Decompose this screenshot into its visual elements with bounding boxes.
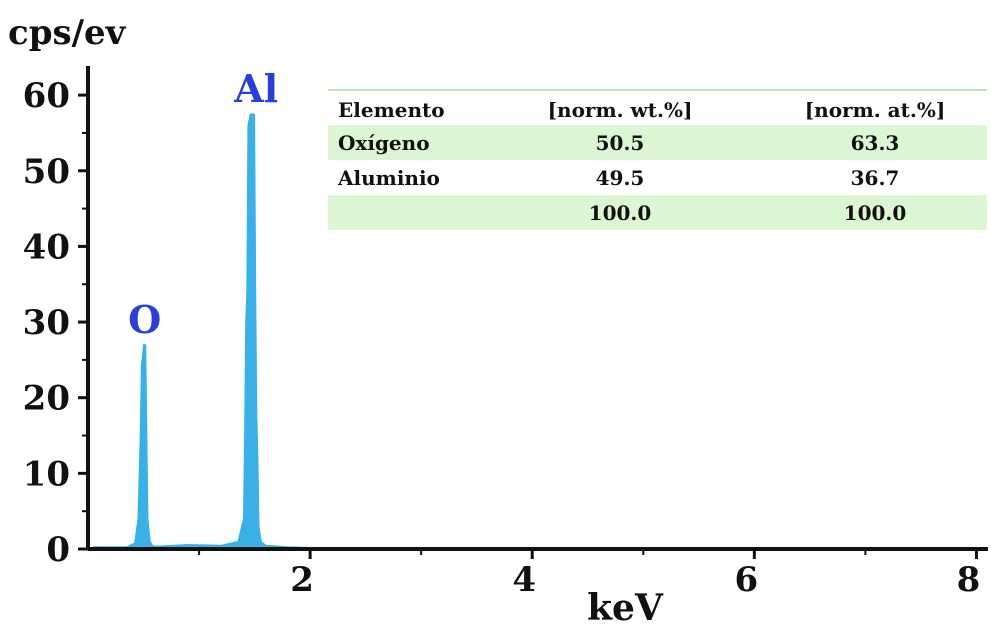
axes [86, 66, 988, 551]
spectrum-series [93, 113, 983, 550]
table-cell: 100.0 [589, 201, 652, 225]
y-tick-label: 10 [23, 454, 70, 494]
y-tick-label: 60 [23, 76, 70, 116]
y-tick-label: 20 [23, 379, 70, 419]
x-axis-label: keV [587, 587, 664, 625]
peak-labels: O Al [128, 66, 278, 342]
y-tick-label: 40 [23, 227, 70, 267]
y-axis-label: cps/ev [8, 13, 127, 53]
table-cell: 100.0 [844, 201, 907, 225]
table-cell: 36.7 [851, 166, 900, 190]
x-tick-label: 6 [734, 560, 758, 600]
table-header-cell: [norm. wt.%] [548, 98, 693, 122]
table-header-cell: Elemento [338, 98, 445, 122]
y-tick-label: 50 [23, 152, 70, 192]
table-row-stripe [328, 195, 987, 230]
table-cell: 63.3 [851, 131, 900, 155]
peak-label-o: O [128, 297, 161, 342]
y-tick-label: 30 [23, 303, 70, 343]
x-tick-label: 8 [957, 560, 981, 600]
table-cell: 49.5 [596, 166, 645, 190]
table-cell: 50.5 [596, 131, 645, 155]
table-cell: Oxígeno [338, 131, 430, 155]
x-tick-label: 4 [512, 560, 536, 600]
y-tick-label: 0 [46, 530, 70, 570]
peak-label-al: Al [233, 66, 278, 111]
ticks: 0 10 20 30 40 50 60 2 4 6 8 [23, 76, 981, 600]
x-tick-label: 2 [290, 560, 314, 600]
table-row-stripe [328, 125, 987, 160]
table-header-cell: [norm. at.%] [805, 98, 946, 122]
composition-table: Elemento [norm. wt.%] [norm. at.%] Oxígeno 5… [328, 89, 987, 230]
table-cell: Aluminio [337, 166, 440, 190]
